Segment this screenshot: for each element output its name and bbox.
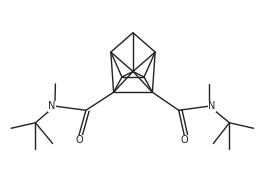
Text: O: O <box>180 135 188 145</box>
Text: N: N <box>208 101 216 111</box>
Text: N: N <box>48 101 56 111</box>
Text: O: O <box>75 135 83 145</box>
